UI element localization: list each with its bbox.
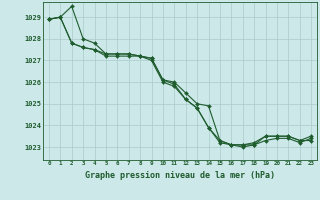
X-axis label: Graphe pression niveau de la mer (hPa): Graphe pression niveau de la mer (hPa)	[85, 171, 275, 180]
